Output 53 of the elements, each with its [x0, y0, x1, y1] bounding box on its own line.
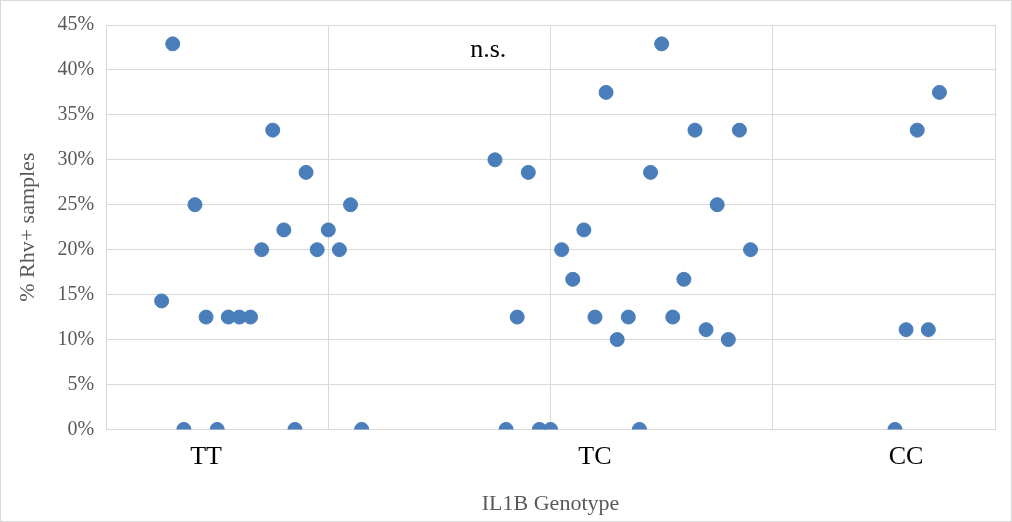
point: [909, 122, 925, 138]
point: [643, 164, 659, 180]
point: [331, 242, 347, 258]
y-tick-label: 30%: [57, 147, 95, 170]
y-tick-label: 45%: [57, 12, 95, 35]
point: [243, 309, 259, 325]
point: [687, 122, 703, 138]
y-tick-label: 5%: [67, 371, 95, 394]
annotation: n.s.: [470, 33, 507, 63]
point: [276, 222, 292, 238]
x-tick-label: CC: [888, 440, 924, 470]
point: [654, 36, 670, 52]
y-tick-label: 20%: [57, 236, 95, 259]
y-tick-label: 0%: [67, 416, 95, 439]
point: [898, 322, 914, 338]
point: [720, 332, 736, 348]
y-axis-title: % Rhv+ samples: [13, 152, 39, 302]
point: [598, 84, 614, 100]
point: [320, 222, 336, 238]
y-tick-label: 35%: [57, 102, 95, 125]
point: [698, 322, 714, 338]
point: [731, 122, 747, 138]
point: [265, 122, 281, 138]
point: [520, 164, 536, 180]
point: [154, 293, 170, 309]
point: [187, 197, 203, 213]
point: [165, 36, 181, 52]
point: [665, 309, 681, 325]
point: [509, 309, 525, 325]
point: [309, 242, 325, 258]
point: [609, 332, 625, 348]
point: [298, 164, 314, 180]
point: [198, 309, 214, 325]
y-tick-label: 25%: [57, 191, 95, 214]
point: [709, 197, 725, 213]
point: [343, 197, 359, 213]
x-tick-label: TT: [190, 440, 223, 470]
x-axis-title: IL1B Genotype: [481, 489, 620, 515]
point: [554, 242, 570, 258]
point: [254, 242, 270, 258]
point: [487, 152, 503, 168]
y-tick-label: 40%: [57, 57, 95, 80]
point: [565, 271, 581, 287]
y-tick-label: 15%: [57, 281, 95, 304]
point: [587, 309, 603, 325]
point: [576, 222, 592, 238]
point: [676, 271, 692, 287]
point: [743, 242, 759, 258]
point: [931, 84, 947, 100]
x-tick-label: TC: [578, 440, 612, 470]
y-tick-label: 10%: [57, 326, 95, 349]
point: [920, 322, 936, 338]
point: [620, 309, 636, 325]
